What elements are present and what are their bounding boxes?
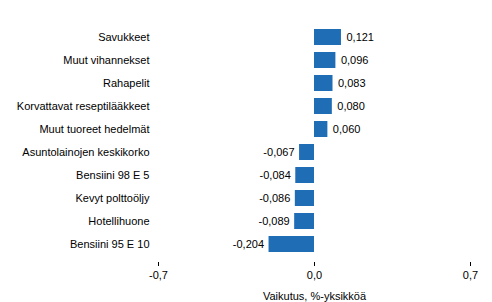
svg-text:-0,089: -0,089 bbox=[258, 215, 289, 227]
svg-text:0,080: 0,080 bbox=[337, 100, 365, 112]
svg-text:Muut tuoreet hedelmät: Muut tuoreet hedelmät bbox=[39, 123, 149, 135]
svg-text:-0,204: -0,204 bbox=[233, 238, 264, 250]
svg-text:Hotellihuone: Hotellihuone bbox=[88, 215, 149, 227]
svg-text:Kevyt polttoöljy: Kevyt polttoöljy bbox=[76, 192, 150, 204]
svg-text:Vaikutus, %-yksikköä: Vaikutus, %-yksikköä bbox=[263, 290, 367, 302]
svg-text:0,083: 0,083 bbox=[338, 77, 366, 89]
svg-text:0,060: 0,060 bbox=[333, 123, 361, 135]
svg-text:Savukkeet: Savukkeet bbox=[98, 31, 149, 43]
svg-text:Rahapelit: Rahapelit bbox=[103, 77, 149, 89]
svg-text:0,121: 0,121 bbox=[346, 31, 374, 43]
svg-text:-0,7: -0,7 bbox=[149, 269, 168, 281]
svg-text:-0,084: -0,084 bbox=[260, 169, 291, 181]
svg-text:Asuntolainojen keskikorko: Asuntolainojen keskikorko bbox=[22, 146, 149, 158]
svg-text:Muut vihannekset: Muut vihannekset bbox=[63, 54, 149, 66]
svg-text:0,096: 0,096 bbox=[341, 54, 369, 66]
svg-text:-0,067: -0,067 bbox=[263, 146, 294, 158]
svg-text:-0,086: -0,086 bbox=[259, 192, 290, 204]
svg-text:Bensiini 95 E 10: Bensiini 95 E 10 bbox=[70, 238, 150, 250]
svg-text:0,7: 0,7 bbox=[463, 269, 478, 281]
svg-text:Bensiini 98 E 5: Bensiini 98 E 5 bbox=[76, 169, 149, 181]
svg-text:Korvattavat reseptilääkkeet: Korvattavat reseptilääkkeet bbox=[17, 100, 150, 112]
svg-text:0,0: 0,0 bbox=[307, 269, 322, 281]
